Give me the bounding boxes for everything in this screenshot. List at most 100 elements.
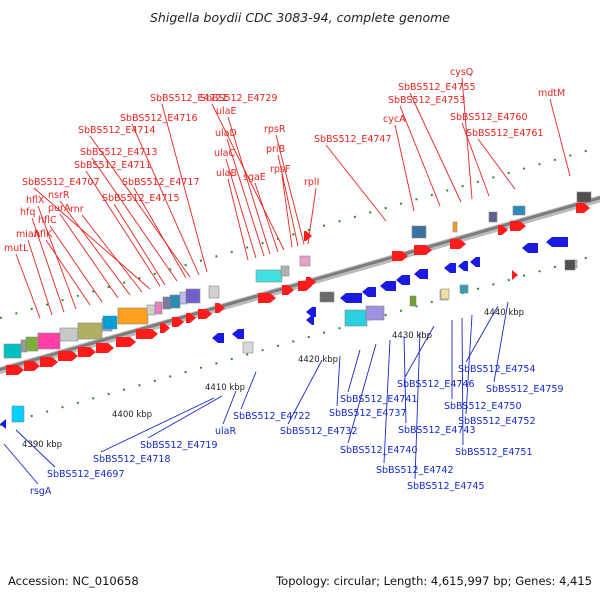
gene-label: SbBS512_E4741 [340, 394, 418, 405]
reverse-gene-arrow [458, 261, 468, 271]
gene-block [255, 269, 283, 283]
gene-block [564, 259, 576, 271]
label-leader-line [3, 443, 39, 485]
gene-label: SbBS512_E4717 [122, 177, 200, 188]
gene-label: SbBS512_E4751 [455, 447, 533, 458]
gene-block [365, 305, 385, 321]
reverse-gene-arrow [306, 307, 316, 317]
label-leader-line [461, 77, 473, 200]
label-leader-line [15, 429, 56, 468]
gene-label: SbBS512_E4716 [120, 113, 198, 124]
label-leader-line [277, 154, 299, 247]
label-leader-line [403, 335, 407, 424]
label-leader-line [133, 187, 187, 279]
label-leader-line [240, 371, 257, 410]
label-leader-line [147, 395, 223, 439]
label-leader-line [347, 343, 377, 444]
gene-block [459, 284, 469, 294]
label-leader-line [275, 134, 305, 245]
forward-gene-arrow [78, 347, 96, 357]
label-leader-line [89, 135, 191, 278]
genome-summary-text: Topology: circular; Length: 4,615,997 bp… [276, 574, 592, 588]
gene-label: SbBS512_E4697 [47, 469, 125, 480]
gene-label: rnr [70, 204, 84, 215]
label-leader-line [37, 205, 77, 310]
label-leader-line [33, 187, 151, 290]
gene-label: SbBS512_E4753 [388, 95, 466, 106]
label-leader-line [113, 203, 166, 286]
gene-label: ulaD [215, 128, 237, 139]
scale-labels: 4390 kbp 4400 kbp 4410 kbp 4420 kbp 4430 kbp… [22, 308, 524, 450]
gene-block [344, 309, 368, 327]
reverse-gene-arrow [232, 329, 244, 339]
forward-gene-arrow [392, 251, 408, 261]
reverse-gene-arrow [306, 315, 314, 325]
label-leader-line [211, 103, 285, 251]
label-leader-line [347, 349, 361, 393]
label-leader-line [161, 103, 208, 273]
gene-label: SbBS512_E4745 [407, 481, 485, 492]
gene-label: SbBS512_E4711 [74, 160, 152, 171]
scale-label: 4430 kbp [392, 331, 432, 341]
label-leader-line [465, 314, 473, 415]
label-leader-line [15, 253, 41, 319]
gene-label: SbBS512_E4729 [200, 93, 278, 104]
gene-label: ulaC [214, 148, 235, 159]
gene-label: priB [266, 144, 285, 155]
gene-block [208, 285, 220, 299]
reverse-gene-arrow [362, 287, 376, 297]
label-leader-line [465, 305, 499, 363]
gene-label: ulaR [215, 426, 236, 437]
forward-gene-arrow [512, 270, 518, 280]
forward-gene-arrow [306, 277, 316, 287]
gene-block [59, 327, 79, 342]
reverse-gene-arrow [522, 243, 538, 253]
forward-gene-arrow [172, 317, 184, 327]
gene-block [488, 211, 498, 223]
forward-gene-arrow [24, 361, 40, 371]
gene-features [0, 191, 592, 429]
label-leader-line [336, 355, 341, 407]
gene-block [440, 288, 450, 300]
gene-label: miaA [16, 229, 41, 240]
gene-block [117, 307, 149, 325]
reverse-gene-arrow [396, 275, 410, 285]
label-leader-line [227, 116, 271, 255]
gene-block [411, 225, 427, 239]
accession-text: Accession: NC_010658 [8, 574, 139, 588]
gene-label: rplI [304, 177, 319, 188]
label-leader-line [91, 157, 178, 282]
gene-label: purA [48, 203, 71, 214]
scale-label: 4440 kbp [484, 308, 524, 318]
reverse-gene-arrow [380, 281, 396, 291]
gene-label: SbBS512_E4759 [486, 384, 564, 395]
gene-block [169, 294, 181, 309]
label-leader-line [226, 138, 265, 257]
label-leader-line [59, 213, 119, 299]
gene-label: SbBS512_E4740 [340, 445, 418, 456]
reverse-gene-arrow [546, 237, 568, 247]
gene-block [154, 301, 163, 315]
label-leader-line [59, 200, 131, 296]
gene-label: SbBS512_E4713 [80, 147, 158, 158]
reverse-gene-arrow [414, 269, 428, 279]
label-leader-line [227, 178, 249, 261]
label-leader-line [307, 187, 317, 245]
reverse-gene-arrow [340, 293, 362, 303]
label-leader-line [131, 123, 200, 276]
label-leader-line [49, 225, 103, 303]
gene-label: mutL [4, 243, 29, 254]
scale-label: 4400 kbp [112, 410, 152, 420]
label-leader-line [461, 317, 464, 446]
scale-label: 4410 kbp [205, 383, 245, 393]
gene-label: SbBS512_E4714 [78, 125, 156, 136]
gene-label: SbBS512_E4746 [397, 379, 475, 390]
gene-label: hflC [38, 215, 57, 226]
forward-gene-arrow [6, 365, 24, 375]
gene-label: cycA [383, 114, 406, 125]
forward-gene-arrow [450, 239, 466, 249]
reverse-gene-arrow [0, 419, 6, 429]
label-leader-line [222, 390, 237, 425]
label-leader-line [100, 397, 215, 453]
gene-block [512, 205, 526, 216]
